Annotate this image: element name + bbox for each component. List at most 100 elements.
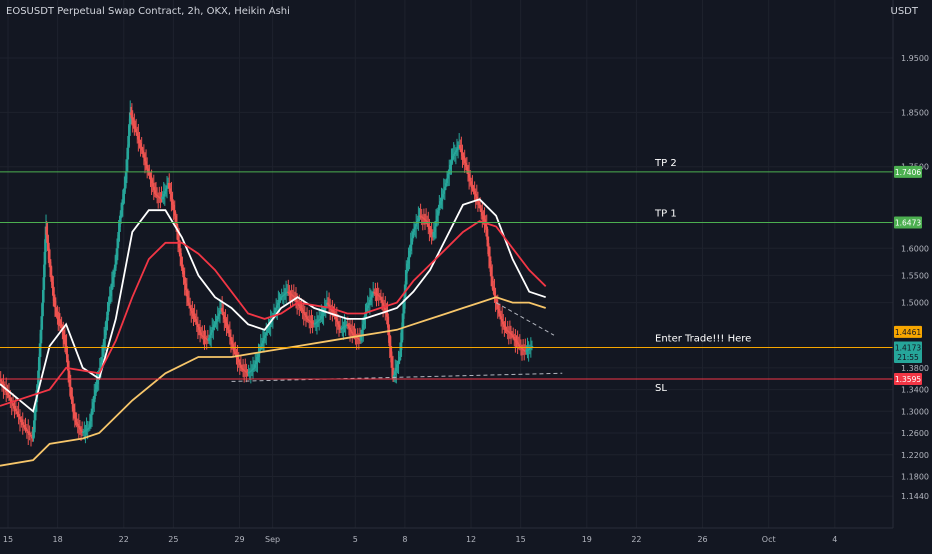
candle-body [123, 183, 127, 189]
candle-body [250, 369, 254, 371]
candle-body [195, 321, 199, 325]
candle-body [103, 329, 107, 339]
candle-body [60, 324, 63, 328]
candle-body [365, 308, 368, 314]
y-tick-label: 1.3000 [901, 407, 929, 416]
candle-body [261, 340, 265, 344]
candle-body [377, 295, 380, 297]
candle-body [336, 321, 340, 325]
x-tick-label: 12 [466, 535, 476, 544]
candle-body [185, 289, 189, 297]
candle-body [172, 204, 175, 211]
candle-body [267, 327, 270, 330]
candle-body [145, 164, 149, 169]
price-badges: 1.74061.64731.41751.35951.44611.417321:5… [894, 165, 922, 385]
candle-body [64, 342, 68, 347]
candle-body [61, 331, 65, 336]
candle-body [263, 335, 267, 338]
candle-body [264, 332, 268, 336]
candle-body [390, 356, 394, 368]
candle-body [413, 226, 417, 230]
candle-body [173, 210, 177, 216]
x-tick-label: Oct [762, 535, 776, 544]
candle-body [25, 429, 29, 432]
candle-body [472, 188, 475, 192]
x-axis[interactable]: 15 18 22 25 29 Sep 5 8 12 15 19 22 26 Oct 4 [3, 535, 837, 544]
candle-body [375, 293, 378, 295]
x-tick-label: 25 [168, 535, 178, 544]
candle-body [131, 117, 135, 121]
candle-body [248, 371, 252, 373]
candle-body [203, 337, 206, 339]
candle-body [506, 330, 509, 332]
candle-body [428, 226, 431, 230]
candle-body [83, 431, 86, 433]
candle-body [255, 360, 258, 365]
candle-body [0, 381, 4, 385]
candle-body [92, 395, 96, 403]
candle-body [56, 317, 60, 319]
grid [0, 0, 893, 528]
candle-body [278, 299, 281, 303]
candle-body [116, 240, 120, 249]
candle-body [530, 346, 534, 348]
candle-body [162, 193, 166, 197]
candle-body [410, 238, 414, 245]
candle-body [473, 191, 476, 194]
candle-body [76, 423, 80, 426]
candle-body [79, 429, 83, 432]
candle-body [409, 244, 412, 251]
candle-body [315, 321, 319, 323]
candle-body [247, 372, 250, 374]
candle-body [471, 184, 474, 189]
currency-label: USDT [890, 6, 918, 17]
candle-body [130, 115, 134, 118]
candle-body [511, 335, 515, 338]
candle-body [112, 270, 116, 278]
candle-body [355, 337, 358, 339]
candle-body [88, 421, 92, 428]
candle-body [417, 218, 420, 222]
candle-body [266, 329, 269, 333]
candle-body [468, 177, 472, 182]
candle-body [339, 328, 343, 330]
candle-body [500, 318, 504, 322]
candle-body [218, 310, 222, 314]
level-label: TP 1 [654, 209, 677, 220]
candle-body [304, 315, 308, 318]
candle-body [184, 283, 188, 290]
candle-body [21, 422, 25, 425]
candle-body [33, 411, 37, 421]
x-tick-label: 15 [516, 535, 526, 544]
candle-body [154, 193, 158, 195]
candle-body [406, 263, 409, 270]
candle-body [268, 324, 271, 328]
candle-body [252, 367, 256, 369]
candle-body [257, 353, 260, 357]
candle-body [299, 306, 302, 309]
candle-body [501, 321, 505, 325]
candle-body [34, 402, 38, 412]
candle-body [242, 369, 246, 371]
candle-body [381, 302, 385, 306]
candle-body [483, 219, 486, 223]
candle-body [57, 318, 61, 321]
candle-body [133, 125, 137, 129]
candle-body [18, 416, 22, 420]
candle-body [392, 375, 396, 379]
candle-body [253, 364, 257, 368]
candle-body [518, 346, 522, 348]
candle-body [48, 259, 52, 268]
candle-body [156, 195, 160, 197]
candle-body [492, 286, 495, 291]
candle-body [318, 318, 322, 320]
candle-body [87, 427, 91, 429]
candle-body [7, 395, 11, 398]
candle-body [186, 296, 190, 303]
candle-body [54, 307, 58, 314]
candle-body [463, 159, 466, 164]
candle-body [432, 231, 436, 238]
candle-body [316, 320, 320, 322]
